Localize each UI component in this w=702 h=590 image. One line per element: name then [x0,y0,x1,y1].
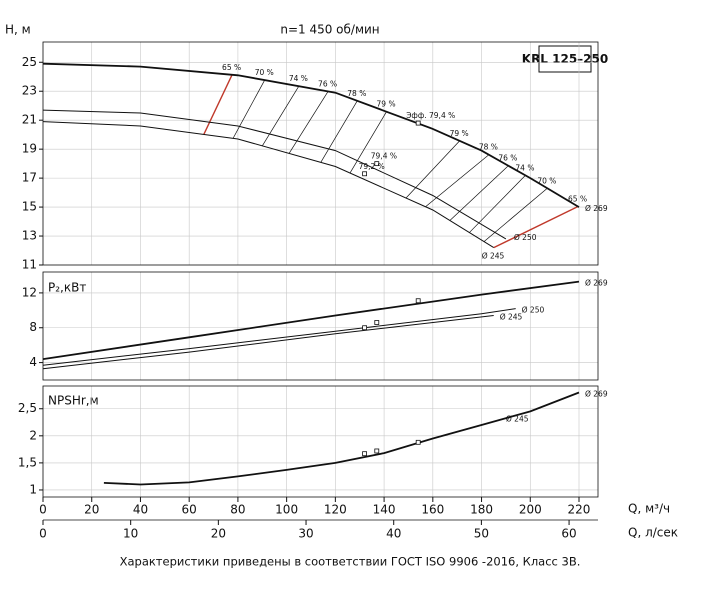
efficiency-line [261,85,300,147]
point-label: Эфф. 79,4 % [406,111,455,120]
y-axis-label: H, м [5,23,31,37]
y-tick-label: 4 [29,355,37,369]
chart-title: n=1 450 об/мин [280,23,379,37]
duty-point [374,320,380,325]
efficiency-label: 78 % [347,89,366,98]
duty-point [415,298,421,304]
point-label: 79,4 % [371,152,397,161]
efficiency-label: 74 % [289,74,308,83]
panel-frame [42,271,599,381]
duty-point [362,451,367,457]
x-tick-label: 80 [230,503,245,517]
y-tick-label: 12 [22,285,37,299]
x-tick-label: 100 [275,503,298,517]
duty-point [362,171,367,177]
y-tick-label: 2 [29,428,37,442]
series-label: Ø 250 [522,306,545,315]
efficiency-line [449,165,509,221]
x-axis-label: Q, м³/ч [628,502,670,516]
y-tick-label: 11 [22,258,37,272]
efficiency-label: 70 % [255,68,274,77]
curve [103,391,580,486]
annotation: Ø 245 [506,415,529,424]
y-tick-label: 17 [22,171,37,185]
x-tick-label: 140 [373,503,396,517]
efficiency-label: 70 % [537,176,556,185]
x2-tick-label: 40 [386,527,401,541]
y-tick-label: 1,5 [18,455,37,469]
series-label: Ø 269 [585,389,608,398]
efficiency-line [469,175,526,233]
y-tick-label: 15 [22,200,37,214]
series-label: Ø 245 [500,313,523,322]
series-label: Ø 269 [585,279,608,288]
x-tick-label: 160 [421,503,444,517]
series-label: Ø 245 [482,252,505,261]
y-axis-label: P₂,кВт [48,281,86,295]
y-tick-label: 8 [29,320,37,334]
efficiency-label: 78 % [479,143,498,152]
y-tick-label: 13 [22,229,37,243]
footer: Характеристики приведены в соответствии … [120,555,581,569]
point-label: 79,2 % [359,162,385,171]
efficiency-label: 79 % [377,100,396,109]
x-tick-label: 40 [133,503,148,517]
duty-point [415,120,421,126]
series-label: Ø 250 [514,233,537,242]
x2-tick-label: 30 [298,527,313,541]
efficiency-line [320,100,358,163]
x2-tick-label: 20 [211,527,226,541]
x-tick-label: 0 [39,503,47,517]
x-tick-label: 60 [182,503,197,517]
efficiency-label: 65 % [222,63,241,72]
duty-point [374,161,380,167]
efficiency-line [493,205,579,249]
curve [42,109,507,240]
x-tick-label: 20 [84,503,99,517]
duty-point [362,325,367,331]
model-label: KRL 125–250 [522,52,608,66]
x-tick-label: 180 [470,503,493,517]
duty-point [374,448,380,454]
efficiency-line [203,74,233,135]
y-tick-label: 19 [22,142,37,156]
panel-frame [42,41,599,266]
curve [42,315,494,370]
y-tick-label: 25 [22,55,37,69]
efficiency-line [232,79,266,139]
x2-tick-label: 50 [474,527,489,541]
x-tick-label: 120 [324,503,347,517]
x2-tick-label: 60 [561,527,576,541]
efficiency-line [425,154,490,207]
efficiency-label: 76 % [318,79,337,88]
efficiency-line [288,91,329,154]
x2-tick-label: 10 [123,527,138,541]
curve [42,121,494,249]
curve [42,280,580,360]
y-axis-label: NPSHr,м [48,394,99,408]
efficiency-label: 76 % [498,154,517,163]
duty-point [415,439,421,445]
x2-tick-label: 0 [39,527,47,541]
panel-frame [42,385,599,498]
curve [42,62,580,208]
efficiency-label: 65 % [568,194,587,203]
x-axis-label: Q, л/сек [628,526,678,540]
efficiency-label: 79 % [450,129,469,138]
x-tick-label: 200 [519,503,542,517]
x-tick-label: 220 [568,503,591,517]
efficiency-line [349,111,387,174]
efficiency-label: 74 % [515,163,534,172]
curve [42,308,516,366]
y-tick-label: 1 [29,482,37,496]
model-box [538,45,592,73]
efficiency-line [405,140,460,199]
y-tick-label: 2,5 [18,401,37,415]
y-tick-label: 21 [22,113,37,127]
y-tick-label: 23 [22,84,37,98]
series-label: Ø 269 [585,204,608,213]
